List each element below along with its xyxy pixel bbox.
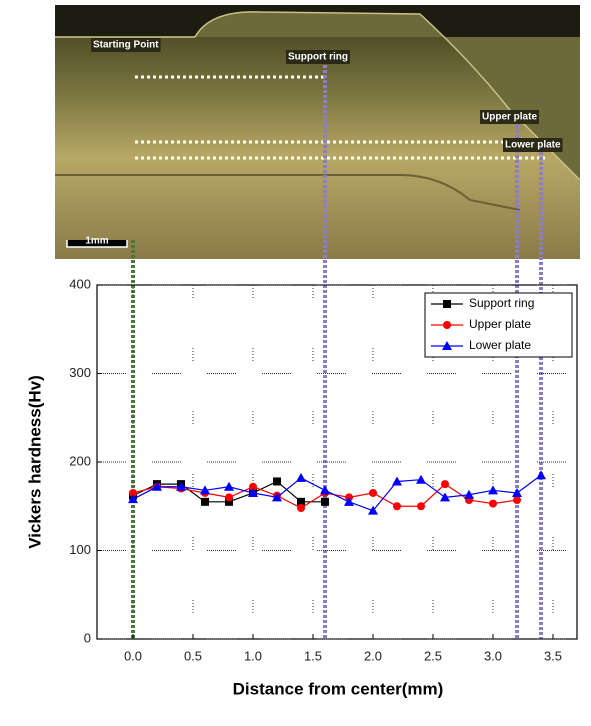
data-point bbox=[225, 497, 233, 506]
legend-marker bbox=[443, 300, 451, 308]
legend-label: Upper plate bbox=[469, 317, 531, 331]
data-point bbox=[225, 493, 233, 502]
x-tick-label: 3.5 bbox=[544, 648, 562, 663]
data-point bbox=[392, 476, 402, 486]
data-point bbox=[441, 480, 449, 489]
reference-label: Lower plate bbox=[505, 140, 561, 151]
x-axis-title: Distance from center(mm) bbox=[233, 679, 444, 698]
data-point bbox=[488, 485, 498, 495]
reference-label: Starting Point bbox=[93, 40, 159, 51]
x-tick-label: 1.0 bbox=[244, 648, 262, 663]
x-tick-label: 2.5 bbox=[424, 648, 442, 663]
data-point bbox=[320, 485, 330, 495]
data-point bbox=[368, 505, 378, 515]
data-point bbox=[129, 488, 137, 497]
data-point bbox=[369, 488, 377, 497]
data-point bbox=[440, 492, 450, 502]
data-point bbox=[249, 482, 257, 491]
y-tick-label: 200 bbox=[69, 453, 91, 468]
label-bg bbox=[503, 138, 563, 152]
data-point bbox=[393, 502, 401, 511]
data-point bbox=[464, 489, 474, 499]
y-tick-label: 400 bbox=[69, 276, 91, 291]
data-point bbox=[201, 497, 209, 506]
label-bg bbox=[91, 38, 161, 52]
data-point bbox=[489, 499, 497, 508]
data-point bbox=[344, 496, 354, 506]
data-point bbox=[273, 477, 281, 486]
label-bg bbox=[286, 50, 350, 64]
data-point bbox=[248, 487, 258, 497]
legend-label: Lower plate bbox=[469, 338, 531, 352]
data-point bbox=[272, 492, 282, 502]
data-point bbox=[321, 497, 329, 506]
y-axis-title: Vickers hardness(Hv) bbox=[25, 375, 44, 549]
x-tick-label: 2.0 bbox=[364, 648, 382, 663]
series-line bbox=[132, 474, 542, 512]
micrograph bbox=[55, 5, 581, 259]
data-point bbox=[297, 497, 305, 506]
data-point bbox=[536, 470, 546, 480]
x-tick-label: 0.5 bbox=[184, 648, 202, 663]
x-tick-label: 0.0 bbox=[124, 648, 142, 663]
legend-marker bbox=[442, 341, 452, 350]
data-point bbox=[176, 481, 186, 491]
x-tick-label: 3.0 bbox=[484, 648, 502, 663]
data-point bbox=[152, 481, 162, 491]
data-point bbox=[416, 474, 426, 484]
data-point bbox=[417, 502, 425, 511]
scale-bar-label: 1mm bbox=[85, 236, 108, 247]
legend-marker bbox=[443, 321, 451, 329]
legend-label: Support ring bbox=[469, 296, 534, 310]
data-point bbox=[296, 472, 306, 482]
y-tick-label: 100 bbox=[69, 542, 91, 557]
y-tick-label: 300 bbox=[69, 365, 91, 380]
data-point bbox=[297, 504, 305, 513]
data-point bbox=[512, 487, 522, 497]
data-point bbox=[128, 494, 138, 504]
data-point bbox=[224, 481, 234, 491]
label-bg bbox=[480, 110, 540, 124]
reference-label: Upper plate bbox=[482, 112, 537, 123]
data-point bbox=[513, 496, 521, 505]
reference-label: Support ring bbox=[288, 52, 348, 63]
y-tick-label: 0 bbox=[84, 630, 91, 645]
data-point bbox=[200, 485, 210, 495]
x-tick-label: 1.5 bbox=[304, 648, 322, 663]
